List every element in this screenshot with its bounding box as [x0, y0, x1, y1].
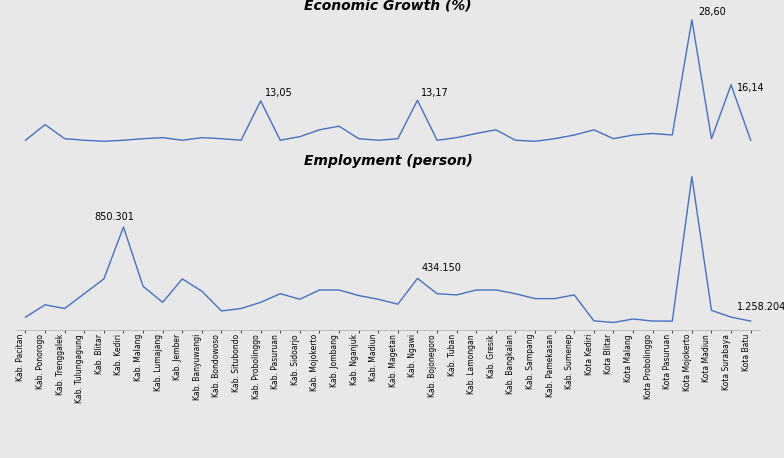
Text: 434.150: 434.150 [422, 263, 461, 273]
Text: 13,17: 13,17 [422, 87, 449, 98]
Text: 13,05: 13,05 [265, 88, 292, 98]
Text: 850.301: 850.301 [94, 212, 134, 222]
Text: 28,60: 28,60 [698, 7, 725, 17]
Text: 1.258.204: 1.258.204 [737, 302, 784, 312]
Text: 16,14: 16,14 [737, 82, 764, 93]
Text: 76.698: 76.698 [0, 457, 1, 458]
Title: Employment (person): Employment (person) [303, 154, 473, 168]
Title: Economic Growth (%): Economic Growth (%) [304, 0, 472, 12]
